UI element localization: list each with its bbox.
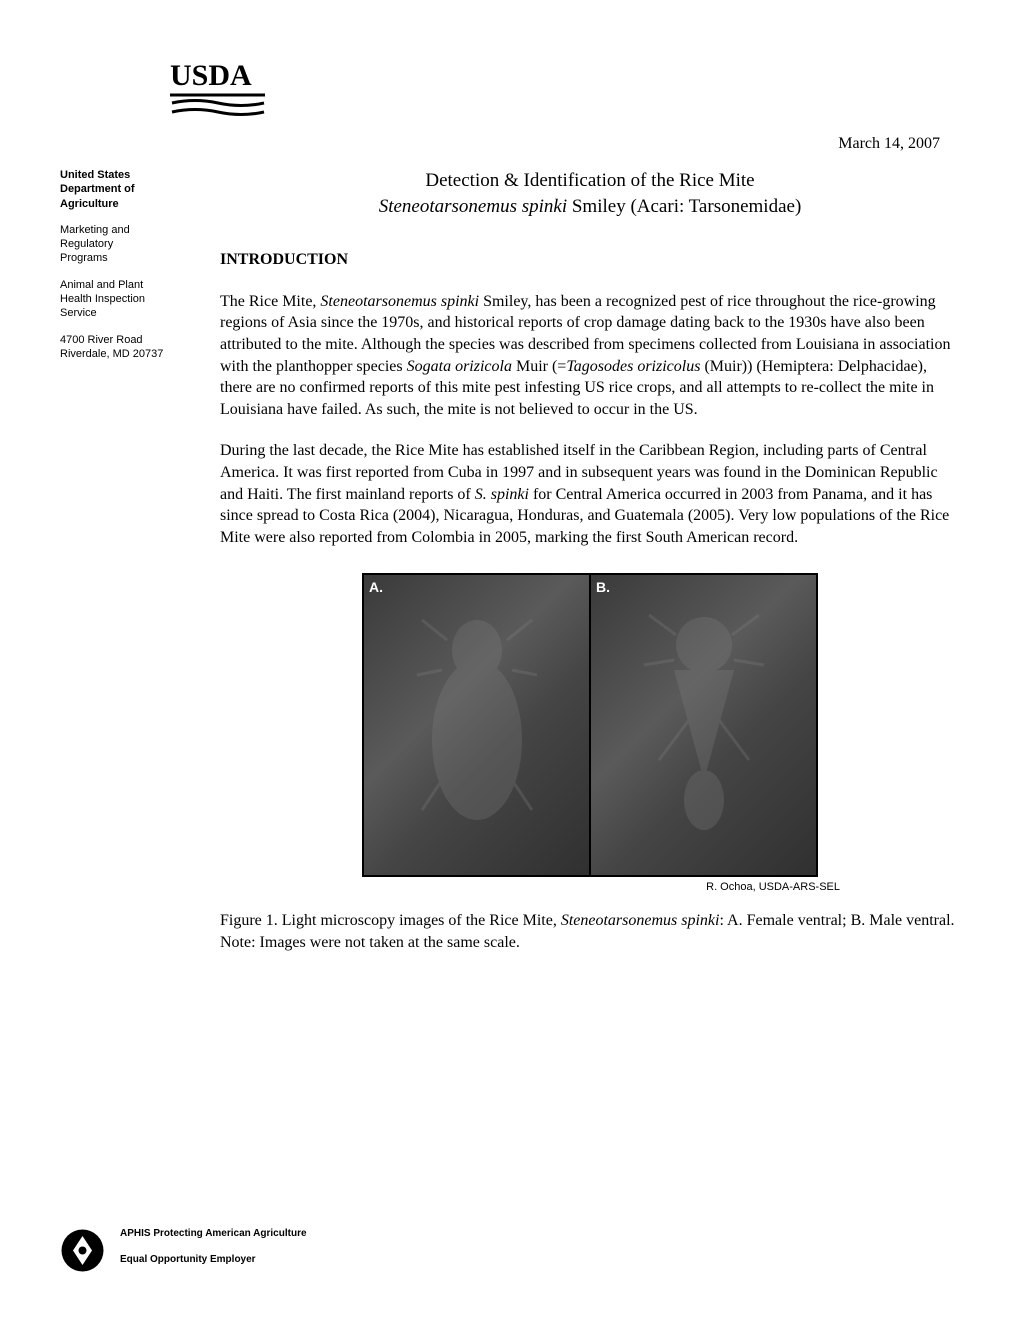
caption-text: Figure 1. Light microscopy images of the… [220,912,561,929]
sidebar-programs: Marketing and Regulatory Programs [60,223,190,266]
document-title: Detection & Identification of the Rice M… [220,168,960,219]
paragraph-1: The Rice Mite, Steneotarsonemus spinki S… [220,291,960,421]
title-rest: Smiley (Acari: Tarsonemidae) [567,196,801,217]
sidebar-text: United States [60,169,130,181]
content-wrapper: United States Department of Agriculture … [60,168,960,953]
section-heading: INTRODUCTION [220,249,960,271]
figure-panel-a: A. [364,575,589,875]
para-italic: S. spinki [475,486,529,503]
document-date: March 14, 2007 [60,135,960,153]
sidebar-text: Department of [60,183,135,195]
para-text: The Rice Mite, [220,293,320,310]
mite-illustration-b [634,600,774,850]
sidebar-text: Regulatory [60,238,113,250]
sidebar-text: Agriculture [60,198,119,210]
footer: APHIS Protecting American Agriculture Eq… [60,1228,307,1280]
para-text: Muir (= [512,358,566,375]
svg-text:USDA: USDA [170,59,252,92]
sidebar-text: Riverdale, MD 20737 [60,348,163,360]
figure-image-container: A. B. [362,573,818,877]
sidebar-text: Programs [60,252,108,264]
main-content: Detection & Identification of the Rice M… [220,168,960,953]
footer-text: APHIS Protecting American Agriculture Eq… [120,1228,307,1280]
mite-illustration-a [407,600,547,850]
sidebar-text: Service [60,307,97,319]
figure-panel-label: B. [596,578,610,597]
sidebar-text: Health Inspection [60,293,145,305]
sidebar-text: Animal and Plant [60,279,143,291]
footer-line: Equal Opportunity Employer [120,1254,307,1265]
usda-logo-svg: USDA [170,50,270,120]
sidebar-text: 4700 River Road [60,334,143,346]
sidebar-text: Marketing and [60,224,130,236]
aphis-logo [60,1228,105,1273]
figure-1: A. B. [220,573,960,895]
para-italic: Steneotarsonemus spinki [320,293,479,310]
title-line: Detection & Identification of the Rice M… [220,168,960,194]
figure-credit: R. Ochoa, USDA-ARS-SEL [220,880,960,895]
caption-italic: Steneotarsonemus spinki [561,912,720,929]
figure-caption: Figure 1. Light microscopy images of the… [220,910,960,953]
figure-panel-label: A. [369,578,383,597]
para-italic: Tagosodes orizicolus [566,358,700,375]
title-italic: Steneotarsonemus spinki [379,196,567,217]
footer-line: APHIS Protecting American Agriculture [120,1228,307,1239]
aphis-logo-svg [60,1228,105,1273]
figure-panel-b: B. [591,575,816,875]
sidebar: United States Department of Agriculture … [60,168,190,953]
sidebar-address: 4700 River Road Riverdale, MD 20737 [60,333,190,362]
sidebar-department: United States Department of Agriculture [60,168,190,211]
title-line: Steneotarsonemus spinki Smiley (Acari: T… [220,194,960,220]
para-italic: Sogata orizicola [407,358,512,375]
sidebar-service: Animal and Plant Health Inspection Servi… [60,278,190,321]
usda-logo: USDA [170,50,960,125]
paragraph-2: During the last decade, the Rice Mite ha… [220,440,960,548]
